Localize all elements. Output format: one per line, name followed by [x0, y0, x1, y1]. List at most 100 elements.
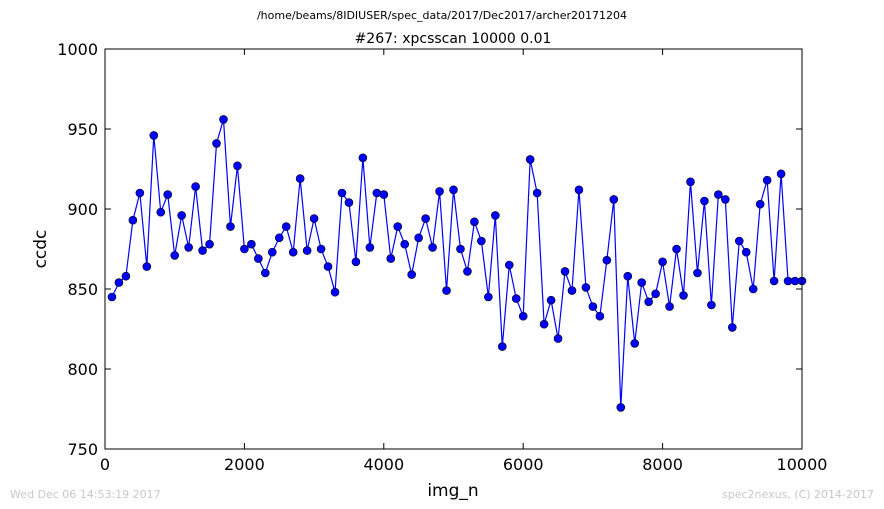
data-point	[762, 175, 772, 185]
data-point	[567, 286, 577, 295]
y-axis-label: ccdc	[31, 230, 51, 269]
data-point	[602, 255, 612, 265]
data-point	[149, 131, 159, 140]
y-tick-label: 800	[67, 360, 98, 379]
data-point	[107, 292, 117, 302]
data-point	[748, 284, 758, 294]
y-tick-label: 1000	[57, 40, 98, 59]
data-point	[574, 185, 584, 195]
data-point	[414, 233, 423, 243]
data-point	[365, 243, 375, 252]
data-point	[637, 278, 646, 287]
data-point	[658, 257, 667, 267]
data-point	[288, 247, 298, 257]
data-point	[226, 222, 235, 231]
data-point	[316, 244, 326, 254]
data-point	[714, 190, 723, 199]
x-tick-label: 0	[100, 455, 110, 474]
data-point	[379, 190, 389, 199]
data-point	[665, 302, 674, 311]
data-point	[741, 247, 751, 257]
chart-title: #267: xpcsscan 10000 0.01	[355, 31, 552, 47]
data-point	[386, 254, 396, 263]
x-tick-label: 6000	[503, 455, 544, 474]
data-point	[156, 207, 166, 217]
data-point	[672, 244, 681, 254]
y-tick-label: 850	[67, 280, 98, 299]
data-point	[142, 262, 152, 271]
data-point	[609, 195, 619, 204]
data-point	[595, 311, 605, 321]
series-line	[111, 119, 802, 408]
data-point	[504, 260, 514, 270]
data-point	[727, 323, 737, 332]
data-point	[435, 187, 444, 196]
x-tick-label: 10000	[777, 455, 828, 474]
data-point	[518, 311, 528, 321]
data-point	[679, 291, 688, 300]
data-point	[588, 302, 598, 311]
y-tick-label: 750	[67, 440, 98, 459]
data-point	[295, 174, 305, 183]
data-point	[477, 236, 486, 246]
x-tick-label: 4000	[363, 455, 404, 474]
x-tick-label: 8000	[642, 455, 683, 474]
data-point	[170, 251, 179, 260]
data-point	[302, 246, 312, 255]
data-point	[525, 155, 535, 164]
data-point	[281, 222, 291, 231]
data-point	[497, 342, 507, 351]
data-point	[135, 188, 145, 198]
data-point	[400, 239, 410, 249]
figure-suptitle: /home/beams/8IDIUSER/spec_data/2017/Dec2…	[257, 9, 627, 22]
data-point	[776, 169, 786, 179]
data-point	[191, 182, 200, 191]
data-point	[456, 244, 465, 254]
data-point	[539, 319, 549, 329]
data-point	[358, 153, 368, 163]
data-point	[553, 334, 563, 343]
data-point	[114, 278, 124, 287]
data-point	[721, 195, 730, 204]
data-point	[470, 217, 479, 227]
data-point	[330, 287, 340, 297]
data-point	[616, 403, 626, 412]
data-point	[163, 190, 173, 199]
data-point	[372, 188, 382, 198]
data-point	[351, 257, 361, 267]
data-point	[755, 199, 765, 209]
data-point	[261, 268, 270, 278]
data-point	[442, 286, 451, 295]
data-point	[623, 271, 633, 281]
data-point	[630, 339, 640, 348]
plot-area: 0 2000 4000 6000 8000 10000 750 800 850 900 950 100…	[57, 40, 827, 474]
data-point	[254, 254, 263, 263]
data-point	[491, 211, 500, 220]
data-point	[219, 115, 228, 124]
data-point	[707, 300, 716, 310]
data-point	[449, 185, 458, 195]
data-point	[644, 297, 653, 307]
data-point	[532, 188, 542, 198]
data-point	[267, 247, 277, 257]
data-point	[274, 233, 284, 243]
data-point	[560, 267, 570, 276]
data-point	[247, 239, 256, 249]
y-tick-label: 950	[67, 120, 98, 139]
data-point	[198, 246, 207, 255]
data-point	[205, 239, 214, 249]
data-point	[323, 262, 333, 271]
data-point	[546, 295, 556, 305]
x-tick-label: 2000	[224, 455, 265, 474]
data-point	[212, 139, 221, 148]
data-point	[428, 243, 437, 252]
data-point	[344, 198, 354, 207]
data-point	[184, 243, 193, 252]
data-point	[309, 214, 319, 223]
data-point	[463, 267, 472, 276]
data-point	[651, 289, 660, 299]
data-point	[128, 215, 138, 225]
data-point	[581, 283, 591, 292]
data-point	[121, 271, 131, 281]
